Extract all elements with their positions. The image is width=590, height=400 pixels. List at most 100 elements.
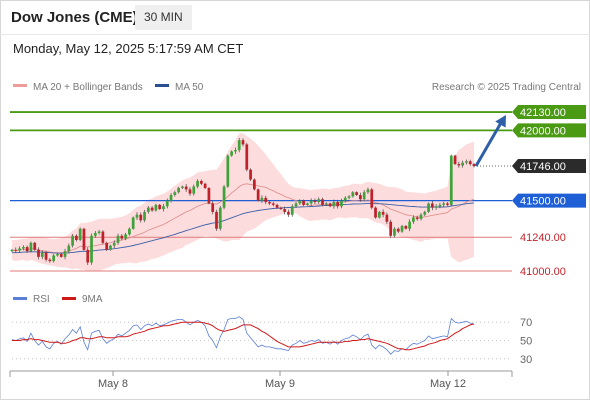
candle-body xyxy=(465,161,468,163)
candle-body xyxy=(192,186,196,194)
candle xyxy=(427,202,430,213)
candle-body xyxy=(415,217,419,219)
candle xyxy=(340,198,343,209)
candle xyxy=(93,231,97,238)
main-legend: MA 20 + Bollinger Bands MA 50 Research ©… xyxy=(13,82,581,93)
candle xyxy=(120,233,124,241)
candle xyxy=(226,154,230,188)
timeframe-tab[interactable]: 30 MIN xyxy=(135,5,192,30)
candle xyxy=(158,204,162,210)
candle xyxy=(465,159,468,165)
candle-body xyxy=(139,214,143,221)
candle-body xyxy=(362,192,366,200)
candle-body xyxy=(468,161,472,165)
candle-body xyxy=(294,203,298,207)
candle xyxy=(256,188,260,202)
level-tags: 42130.00 42000.00 41746.00 41500.00 41240.00… xyxy=(512,105,586,278)
candle-body xyxy=(321,199,324,205)
ma20-legend-swatch xyxy=(13,84,27,87)
candle-body xyxy=(44,252,48,260)
level-tag-label: 42000.00 xyxy=(520,125,566,137)
candle-body xyxy=(101,231,105,243)
candle-body xyxy=(199,180,203,184)
level-tag-box xyxy=(512,159,586,174)
candle xyxy=(389,219,393,238)
candle xyxy=(33,241,37,251)
candle-body xyxy=(457,164,461,166)
candle-body xyxy=(340,200,343,207)
candle xyxy=(184,184,188,192)
rsi-plot: 70 50 30 xyxy=(11,316,532,366)
candle xyxy=(446,202,449,207)
candle xyxy=(52,254,56,263)
candle xyxy=(419,213,423,221)
rsi-line xyxy=(11,316,475,355)
candle-body xyxy=(154,204,158,211)
candle xyxy=(287,209,290,217)
header-divider xyxy=(0,34,590,35)
candle xyxy=(150,206,154,212)
level-tag-41000-00: 41000.00 xyxy=(520,266,566,278)
candle xyxy=(268,200,271,206)
candle-body xyxy=(59,254,63,257)
candle xyxy=(328,202,332,208)
level-tag-box xyxy=(512,105,586,120)
candle-body xyxy=(430,203,434,208)
candle-body xyxy=(112,242,116,246)
candle xyxy=(237,137,241,153)
candle-body xyxy=(271,203,275,205)
candle-body xyxy=(442,203,446,205)
candle xyxy=(14,247,18,253)
candle xyxy=(317,197,321,204)
candle-body xyxy=(177,187,180,193)
candle xyxy=(332,199,336,209)
level-tag-box xyxy=(512,123,586,138)
candle-body xyxy=(434,206,438,208)
candle xyxy=(162,203,165,212)
candle xyxy=(306,202,309,206)
candle xyxy=(385,212,389,224)
candle xyxy=(173,190,177,197)
candle xyxy=(396,227,400,233)
candle-body xyxy=(313,200,317,203)
candle-body xyxy=(67,245,71,252)
candle-body xyxy=(109,245,112,250)
candle-body xyxy=(169,195,173,201)
candle-body xyxy=(347,196,351,198)
candle-body xyxy=(48,259,52,262)
candle xyxy=(408,219,411,232)
ma50-legend-swatch xyxy=(155,84,169,87)
candle xyxy=(309,198,313,206)
candle-body xyxy=(328,203,332,207)
candle xyxy=(86,247,90,266)
candle-body xyxy=(287,211,290,215)
candle-body xyxy=(52,255,56,262)
rsi-legend: RSI 9MA xyxy=(13,294,103,305)
level-tag-42000-00: 42000.00 xyxy=(512,123,586,138)
candle xyxy=(298,199,302,205)
candle-body xyxy=(324,203,328,205)
candle-body xyxy=(249,169,252,180)
candle-body xyxy=(203,183,207,188)
candle xyxy=(321,197,324,207)
candle-body xyxy=(412,217,415,222)
candle xyxy=(313,198,317,205)
candle xyxy=(215,209,218,231)
candle-body xyxy=(419,214,423,219)
candle xyxy=(290,204,294,217)
candle-body xyxy=(332,202,336,207)
candle xyxy=(199,179,203,186)
bollinger-band xyxy=(12,133,474,272)
level-tag-41746-00: 41746.00 xyxy=(512,159,586,174)
candle xyxy=(139,212,143,223)
candle-body xyxy=(222,186,226,208)
candle xyxy=(40,250,44,260)
candle xyxy=(370,187,374,210)
candle xyxy=(249,168,252,181)
candle-body xyxy=(105,242,109,250)
candle-body xyxy=(162,206,165,210)
candle xyxy=(112,240,116,249)
x-tick-label: May 12 xyxy=(430,378,466,390)
candle xyxy=(67,243,71,254)
candle-body xyxy=(449,155,453,205)
